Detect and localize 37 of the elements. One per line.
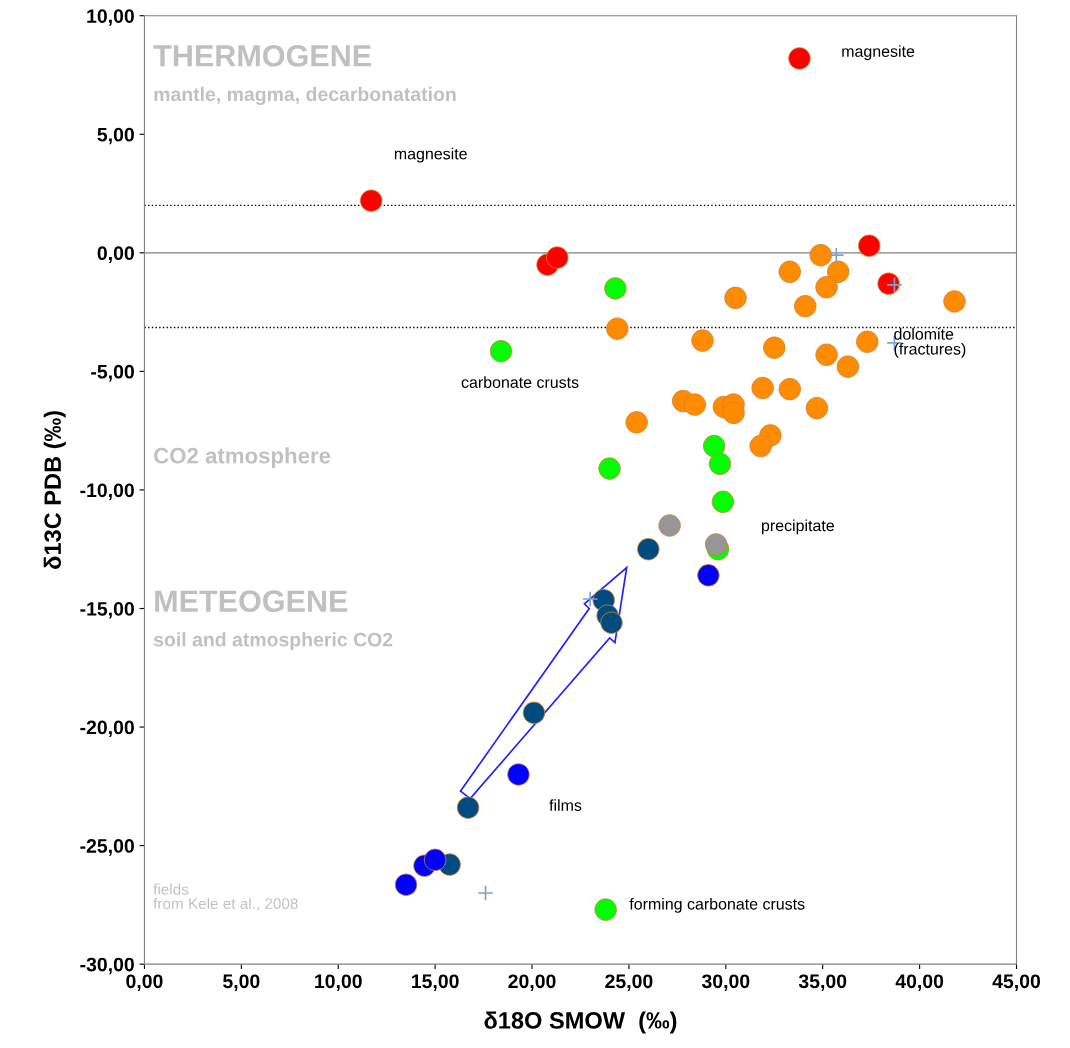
y-tick-label: 0,00 xyxy=(97,246,134,263)
y-axis-title: δ13C PDB (‰) xyxy=(43,411,66,569)
annotation: carbonate crusts xyxy=(461,376,579,388)
y-tick-label: -10,00 xyxy=(80,483,134,500)
y-tick-label: -25,00 xyxy=(80,839,134,856)
x-tick-label: 35,00 xyxy=(798,974,847,991)
annotation: precipitate xyxy=(762,519,834,535)
annotation: dolomite (fractures) xyxy=(894,328,966,358)
point xyxy=(582,590,599,608)
y-tick-label: -20,00 xyxy=(80,720,134,738)
x-tick-label: 25,00 xyxy=(605,974,653,991)
y-tick-label: -15,00 xyxy=(80,601,134,619)
x-tick-label: 40,00 xyxy=(895,974,944,991)
x-tick-label: 20,00 xyxy=(508,974,556,991)
x-tick-label: 0,00 xyxy=(126,974,163,991)
x-tick-label: 30,00 xyxy=(701,974,750,991)
point xyxy=(828,247,845,264)
annotation: films xyxy=(549,799,582,812)
y-tick-label: 10,00 xyxy=(87,9,134,26)
annotation: METEOGENE xyxy=(155,590,348,612)
x-tick-label: 10,00 xyxy=(315,974,362,991)
annotation: soil and atmospheric CO2 xyxy=(153,632,393,651)
y-tick-label: -30,00 xyxy=(80,957,134,975)
annotation: magnesite xyxy=(842,45,915,61)
x-tick-label: 45,00 xyxy=(992,974,1041,991)
point xyxy=(477,884,494,902)
x-axis-title: δ18O SMOW (‰) xyxy=(484,1011,677,1034)
annotation: forming carbonate crusts xyxy=(629,897,805,913)
x-tick-label: 5,00 xyxy=(223,974,260,991)
annotation: magnesite xyxy=(394,147,467,163)
annotation: CO2 atmosphere xyxy=(154,447,331,468)
y-tick-label: 5,00 xyxy=(97,127,134,145)
annotation: mantle, magma, decarbonatation xyxy=(154,86,456,106)
annotation: THERMOGENE xyxy=(153,44,371,67)
annotation: fields from Kele et al., 2008 xyxy=(153,883,298,911)
y-tick-label: -5,00 xyxy=(91,364,134,382)
x-tick-label: 15,00 xyxy=(412,974,459,991)
